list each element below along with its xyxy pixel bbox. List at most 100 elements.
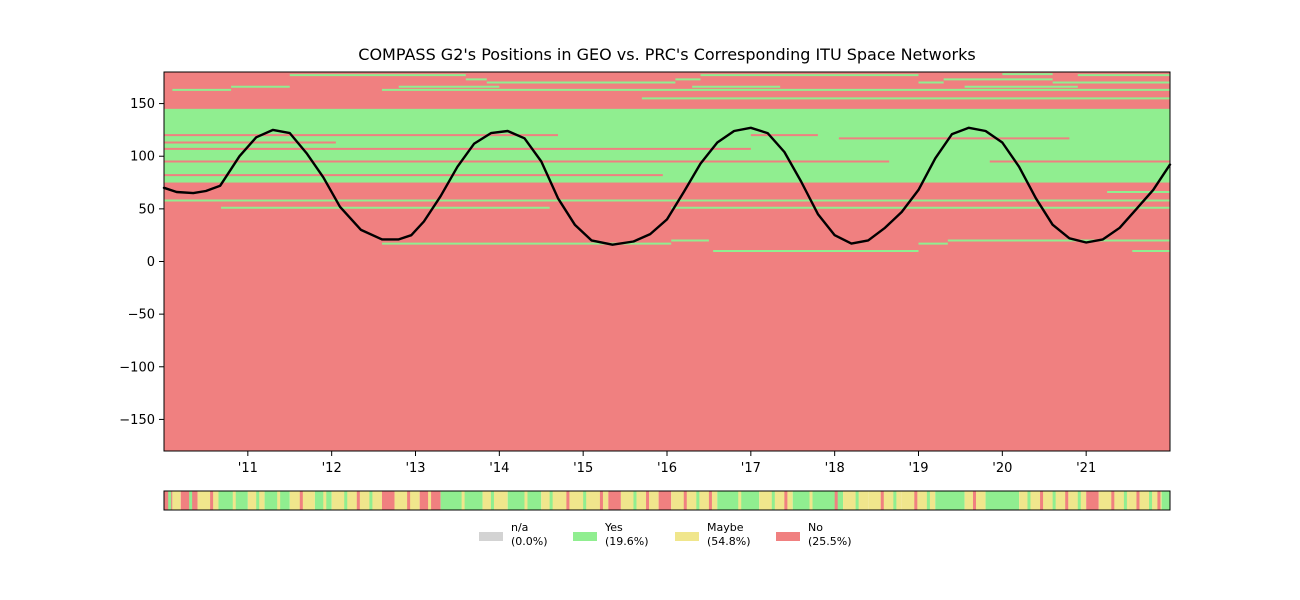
status-strip-stripe [738,491,742,510]
status-strip-stripe [1136,491,1140,510]
status-strip-stripe [855,491,859,510]
status-strip-stripe [344,491,348,510]
status-strip-segment [935,491,965,510]
status-strip-stripe [232,491,236,510]
status-strip-stripe [784,491,788,510]
status-strip-stripe [277,491,281,510]
status-strip-segment [868,491,902,510]
legend-percentage: (25.5%) [808,535,852,548]
legend-label: n/a [511,521,528,534]
status-strip-segment [172,491,181,510]
x-tick-label: '16 [657,461,677,476]
x-tick-label: '18 [825,461,845,476]
status-strip-stripe [1123,491,1127,510]
status-strip-segment [381,491,395,510]
y-tick-label: −150 [119,413,155,428]
status-strip-stripe [1149,491,1153,510]
status-strip-segment [1161,491,1170,510]
y-tick-label: 0 [147,255,155,270]
status-strip-segment [792,491,844,510]
status-strip-segment [541,491,609,510]
y-tick-label: −50 [128,308,155,323]
legend-label: Maybe [707,521,744,534]
status-strip-stripe [461,491,465,510]
status-strip-stripe [407,491,411,510]
status-strip-segments [164,491,1170,510]
status-strip-segment [482,491,508,510]
status-strip-stripe [566,491,570,510]
status-strip-stripe [189,491,193,510]
status-strip-segment [197,491,219,510]
position-line [162,126,1172,246]
status-strip-stripe [524,491,528,510]
status-strip-stripe [1065,491,1069,510]
status-strip-stripe [369,491,373,510]
legend-label: Yes [604,521,623,534]
x-tick-label: '21 [1076,461,1096,476]
legend-label: No [808,521,823,534]
status-strip-stripe [490,491,494,510]
x-tick-label: '15 [573,461,593,476]
legend-percentage: (0.0%) [511,535,548,548]
legend-entry: No(25.5%) [776,521,852,548]
x-tick-label: '20 [992,461,1012,476]
status-strip-stripe [583,491,587,510]
x-tick-label: '19 [908,461,928,476]
status-strip-stripe [299,491,303,510]
status-strip-segment [394,491,420,510]
network-bands [164,108,1170,183]
legend-swatch [675,532,699,541]
status-strip-stripe [696,491,700,510]
status-strip-segment [717,491,760,510]
status-strip-segment [608,491,621,510]
y-tick-label: −100 [119,360,155,375]
legend-swatch [776,532,800,541]
status-strip-segment [658,491,672,510]
legend-swatch [479,532,503,541]
status-strip-stripe [708,491,712,510]
status-strip-stripe [210,491,214,510]
x-tick-label: '17 [741,461,761,476]
status-strip-stripe [809,491,813,510]
status-strip-stripe [356,491,360,510]
status-strip-stripe [168,491,172,510]
status-strip-stripe [428,491,432,510]
status-strip-frame [163,490,1171,511]
y-tick-label: 50 [138,202,155,217]
y-tick-label: 150 [130,97,155,112]
status-strip-stripe [914,491,918,510]
x-tick-label: '13 [405,461,425,476]
status-strip-stripe [926,491,930,510]
legend: n/a(0.0%) Yes(19.6%) Maybe(54.8%) No(25.5%) [479,521,852,548]
network-band [164,108,1170,183]
status-strip-segment [331,491,382,510]
legend-percentage: (54.8%) [707,535,751,548]
status-strip-stripe [893,491,897,510]
legend-swatch [573,532,597,541]
network-lines [164,73,1170,252]
status-strip-stripe [256,491,260,510]
status-strip-stripe [323,491,327,510]
legend-entry: Maybe(54.8%) [675,521,751,548]
plot-area [162,71,1172,452]
status-strip-stripe [972,491,976,510]
status-strip-stripe [1052,491,1056,510]
status-strip-stripe [1027,491,1031,510]
status-strip-stripe [1157,491,1161,510]
y-tick-label: 100 [130,150,155,165]
status-strip-segment [985,491,1020,510]
x-axis: '11 '12 '13 '14 '15 '16 '17 '18 '19 '20 '21 [238,451,1096,476]
legend-percentage: (19.6%) [605,535,649,548]
status-strip-stripe [1040,491,1044,510]
status-strip-stripe [549,491,553,510]
status-strip-segment [1128,491,1162,510]
y-axis: 150 100 50 0 −50 −100 −150 [119,97,164,428]
legend-entry: n/a(0.0%) [479,521,548,548]
x-tick-label: '14 [489,461,509,476]
x-tick-label: '12 [322,461,342,476]
status-strip-stripe [771,491,775,510]
status-strip-stripe [599,491,603,510]
status-strip-segment [671,491,718,510]
legend-entry: Yes(19.6%) [573,521,649,548]
